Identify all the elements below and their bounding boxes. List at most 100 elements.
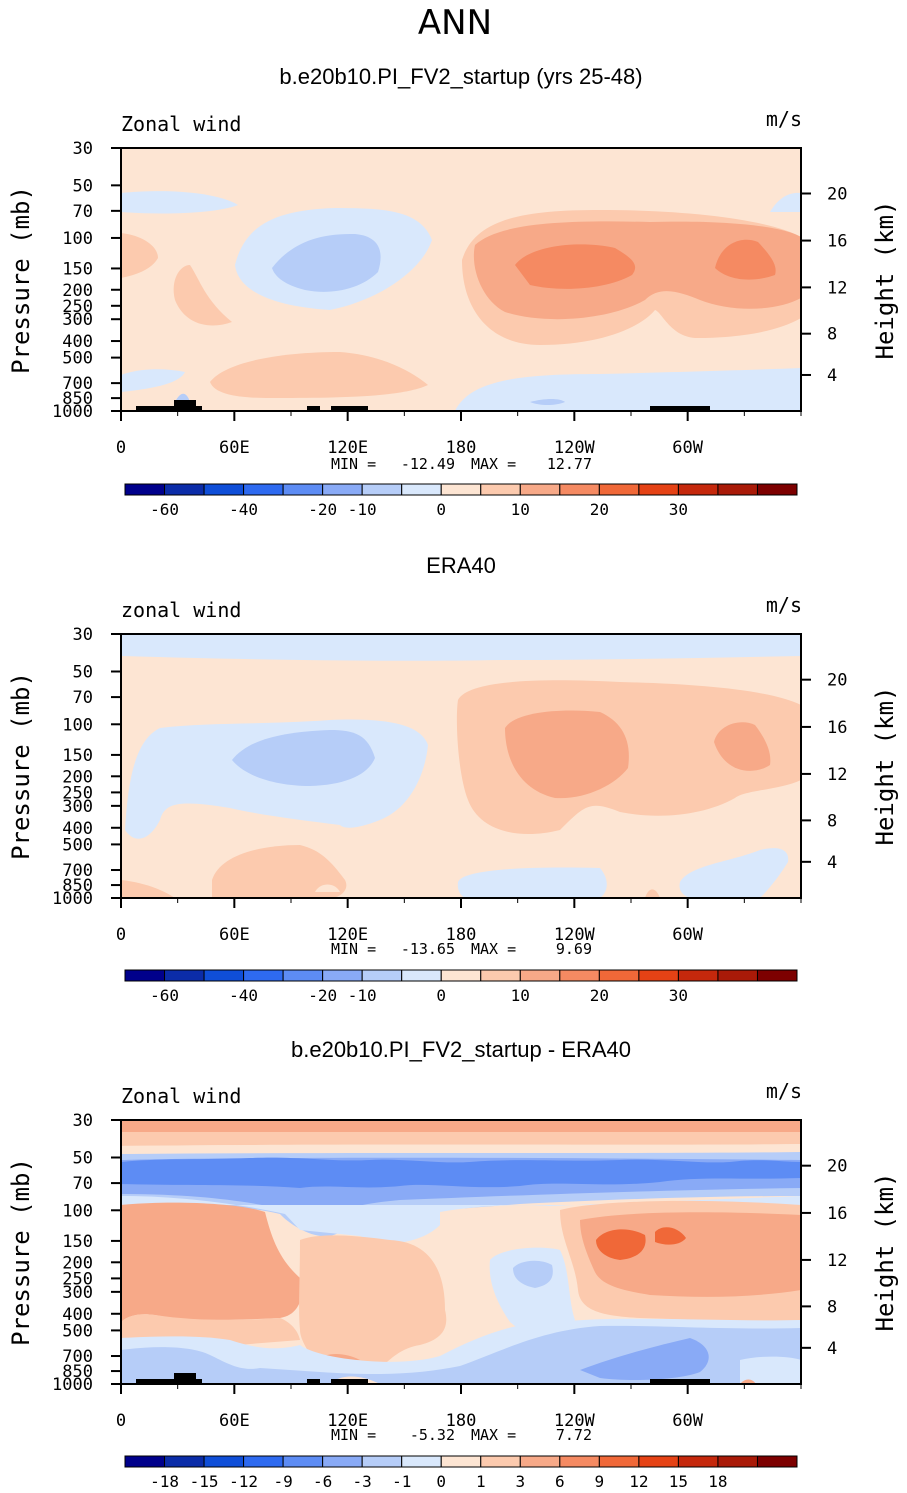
panel-2-field-label: zonal wind — [121, 598, 241, 622]
colorbar-label: -6 — [313, 1472, 332, 1491]
panel-2-ylabel: Pressure (mb) — [7, 672, 35, 860]
y-tick-label: 200 — [62, 1253, 93, 1273]
colorbar-label: -18 — [150, 1472, 179, 1491]
panel-2-max-value: 9.69 — [556, 940, 592, 958]
x-tick-label: 60E — [219, 1411, 250, 1431]
x-tick-label: 120W — [554, 1411, 596, 1431]
panel-3-y-ticks-right: 20 16 12 8 4 — [801, 1157, 847, 1359]
y-tick-label: 30 — [73, 1111, 93, 1131]
x-tick-label: 0 — [116, 925, 126, 945]
colorbar-label: -12 — [229, 1472, 258, 1491]
colorbar-label: -9 — [273, 1472, 292, 1491]
colorbar-label: 20 — [590, 500, 609, 519]
y-tick-label: 700 — [62, 374, 93, 394]
x-tick-label: 120W — [554, 438, 596, 458]
colorbar-box — [322, 969, 363, 982]
y-tick-label: 200 — [62, 767, 93, 787]
colorbar-box — [282, 1455, 324, 1468]
y-right-tick-label: 8 — [827, 1297, 837, 1317]
colorbar-box — [638, 483, 679, 496]
y-right-tick-label: 16 — [827, 232, 847, 252]
panel-3-title: b.e20b10.PI_FV2_startup - ERA40 — [291, 1037, 631, 1062]
x-tick-label: 0 — [116, 1411, 126, 1431]
colorbar-box — [243, 1455, 284, 1468]
colorbar-label: 30 — [669, 500, 688, 519]
colorbar-box — [124, 969, 166, 982]
panel-3-min-value: -5.32 — [410, 1426, 455, 1444]
colorbar-label: -1 — [392, 1472, 411, 1491]
colorbar-box — [638, 1455, 679, 1468]
y-tick-label: 30 — [73, 625, 93, 645]
y-tick-label: 50 — [73, 176, 93, 196]
y-tick-label: 500 — [62, 1321, 93, 1341]
panel-3-ylabel-right: Height (km) — [871, 1173, 899, 1332]
y-tick-label: 1000 — [52, 402, 93, 422]
colorbar-box — [164, 483, 205, 496]
colorbar-box — [480, 969, 521, 982]
colorbar-box — [322, 1455, 363, 1468]
colorbar-label: -60 — [150, 500, 179, 519]
panel-2-colorbar: -60 -40 -20 -10 0 10 20 30 — [124, 969, 798, 1005]
panel-1-min-label: MIN = — [331, 455, 376, 473]
colorbar-label: 18 — [708, 1472, 727, 1491]
y-right-tick-label: 8 — [827, 811, 837, 831]
y-tick-label: 100 — [62, 229, 93, 249]
colorbar-label: -10 — [348, 986, 377, 1005]
colorbar-box — [203, 1455, 245, 1468]
y-tick-label: 150 — [62, 746, 93, 766]
colorbar-box — [598, 969, 640, 982]
x-tick-label: 120E — [327, 1411, 368, 1431]
colorbar-box — [756, 969, 798, 982]
colorbar-box — [559, 969, 600, 982]
y-tick-label: 150 — [62, 1232, 93, 1252]
panel-1-ylabel: Pressure (mb) — [7, 186, 35, 374]
y-right-tick-label: 4 — [827, 366, 837, 386]
colorbar-label: 9 — [595, 1472, 605, 1491]
y-right-tick-label: 4 — [827, 1339, 837, 1359]
colorbar-box — [282, 483, 324, 496]
panel-1-max-label: MAX = — [471, 455, 516, 473]
colorbar-box — [677, 1455, 719, 1468]
colorbar-box — [519, 483, 561, 496]
colorbar-box — [164, 969, 205, 982]
y-tick-label: 150 — [62, 259, 93, 279]
colorbar-box — [203, 483, 245, 496]
panel-2-units: m/s — [766, 593, 802, 617]
panel-model: b.e20b10.PI_FV2_startup (yrs 25-48) Zona… — [7, 64, 899, 519]
colorbar-box — [361, 969, 403, 982]
colorbar-box — [401, 1455, 442, 1468]
colorbar-label: -40 — [229, 500, 258, 519]
colorbar-box — [480, 1455, 521, 1468]
y-tick-label: 300 — [62, 1283, 93, 1303]
y-right-tick-label: 20 — [827, 1157, 847, 1177]
x-tick-label: 180 — [446, 1411, 477, 1431]
colorbar-box — [559, 483, 600, 496]
panel-3-field-label: Zonal wind — [121, 1084, 241, 1108]
panel-1-colorbar: -60 -40 -20 -10 0 10 20 30 — [124, 483, 798, 519]
colorbar-label: -20 — [308, 500, 337, 519]
y-tick-label: 50 — [73, 662, 93, 682]
y-right-tick-label: 16 — [827, 1204, 847, 1224]
colorbar-box — [243, 969, 284, 982]
y-tick-label: 400 — [62, 332, 93, 352]
panel-obs: ERA40 zonal wind m/s 3050701001502002503… — [7, 553, 899, 1005]
colorbar-label: 30 — [669, 986, 688, 1005]
colorbar-label: -3 — [353, 1472, 372, 1491]
panel-diff: b.e20b10.PI_FV2_startup - ERA40 Zonal wi… — [7, 1037, 899, 1491]
y-tick-label: 400 — [62, 1305, 93, 1325]
panel-1-contours — [121, 148, 801, 411]
panel-1-title: b.e20b10.PI_FV2_startup (yrs 25-48) — [279, 64, 642, 89]
x-tick-label: 120E — [327, 438, 368, 458]
panel-2-min-label: MIN = — [331, 940, 376, 958]
panel-1-x-ticks: 0 60E 120E 180 120W 60W — [116, 411, 802, 458]
colorbar-label: -60 — [150, 986, 179, 1005]
colorbar-box — [124, 1455, 166, 1468]
x-tick-label: 60W — [672, 1411, 703, 1431]
y-tick-label: 250 — [62, 783, 93, 803]
colorbar-box — [322, 483, 363, 496]
y-tick-label: 250 — [62, 1269, 93, 1289]
x-tick-label: 0 — [116, 438, 126, 458]
